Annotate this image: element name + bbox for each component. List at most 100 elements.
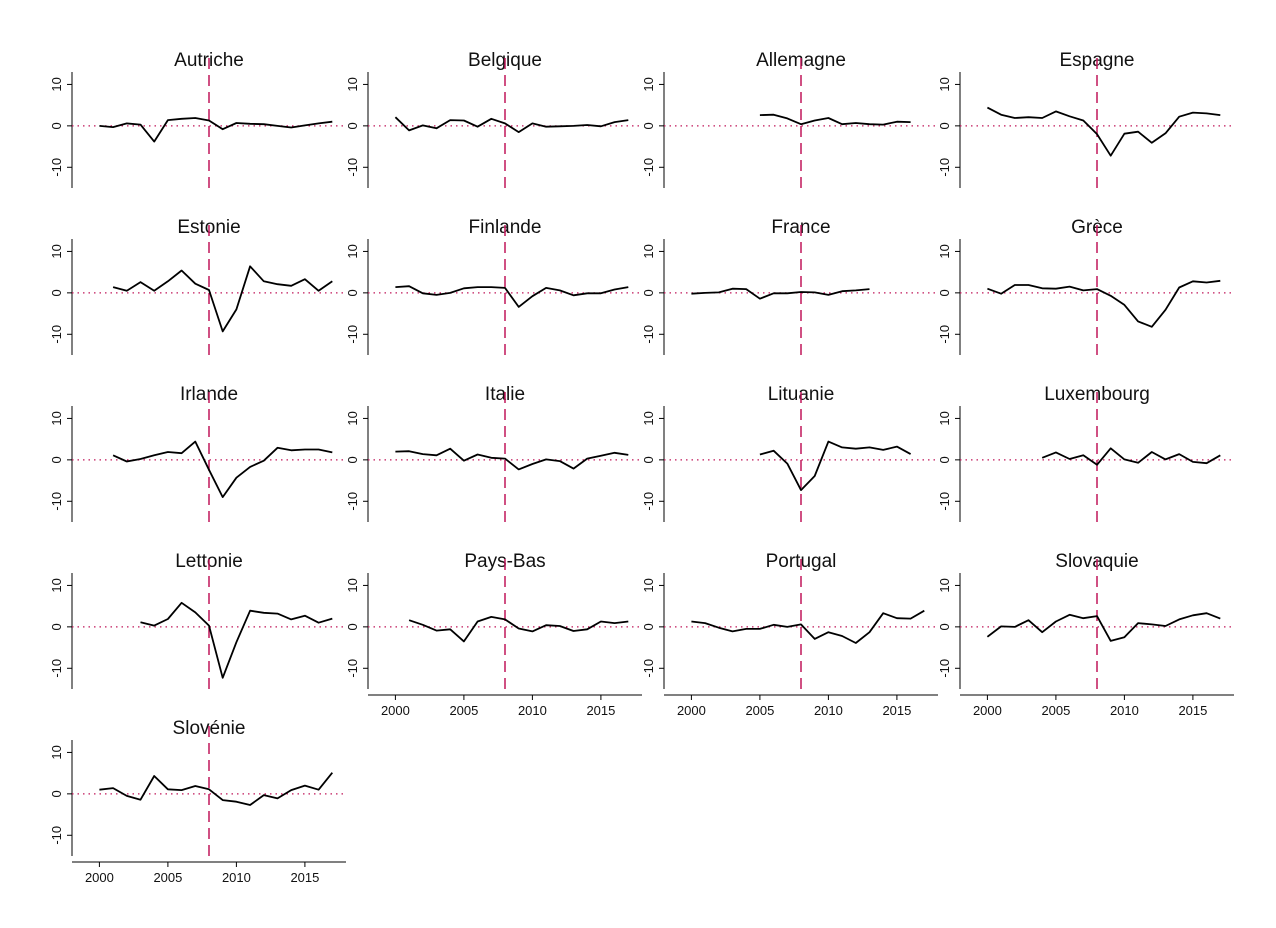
series-line bbox=[99, 772, 334, 806]
y-tick-label: 10 bbox=[49, 411, 64, 425]
y-tick-label: 10 bbox=[49, 745, 64, 759]
y-tick-label: 0 bbox=[49, 623, 64, 630]
series-line bbox=[99, 117, 333, 143]
y-tick-label: -10 bbox=[937, 492, 952, 511]
y-tick-label: 10 bbox=[49, 244, 64, 258]
y-tick-label: 0 bbox=[49, 456, 64, 463]
y-tick-label: -10 bbox=[937, 325, 952, 344]
y-tick-label: -10 bbox=[641, 158, 656, 177]
y-tick-label: -10 bbox=[641, 325, 656, 344]
x-tick-label: 2015 bbox=[1178, 703, 1207, 718]
y-tick-label: 0 bbox=[345, 456, 360, 463]
x-tick-label: 2000 bbox=[381, 703, 410, 718]
y-tick-label: 10 bbox=[49, 578, 64, 592]
x-tick-label: 2005 bbox=[153, 870, 182, 885]
y-tick-label: -10 bbox=[345, 659, 360, 678]
series-line bbox=[1041, 447, 1221, 466]
series-line bbox=[986, 106, 1221, 157]
y-tick-label: 0 bbox=[49, 790, 64, 797]
series-line bbox=[408, 616, 629, 643]
y-tick-label: 0 bbox=[49, 122, 64, 129]
y-tick-label: 0 bbox=[937, 289, 952, 296]
y-tick-label: 10 bbox=[345, 411, 360, 425]
y-tick-label: 0 bbox=[641, 456, 656, 463]
y-tick-label: -10 bbox=[49, 659, 64, 678]
y-tick-label: 0 bbox=[345, 122, 360, 129]
y-tick-label: -10 bbox=[49, 492, 64, 511]
y-tick-label: 0 bbox=[641, 623, 656, 630]
x-tick-label: 2010 bbox=[222, 870, 251, 885]
y-tick-label: 10 bbox=[641, 244, 656, 258]
y-tick-label: 0 bbox=[937, 456, 952, 463]
series-line bbox=[395, 447, 629, 471]
y-tick-label: 10 bbox=[345, 77, 360, 91]
x-tick-label: 2010 bbox=[518, 703, 547, 718]
series-line bbox=[759, 440, 912, 492]
y-tick-label: 0 bbox=[937, 122, 952, 129]
series-line bbox=[691, 609, 925, 644]
series-line bbox=[394, 116, 629, 134]
y-tick-label: 10 bbox=[345, 244, 360, 258]
series-line bbox=[395, 285, 629, 308]
x-tick-label: 2015 bbox=[882, 703, 911, 718]
y-tick-label: -10 bbox=[49, 826, 64, 845]
series-line bbox=[112, 440, 333, 499]
series-line bbox=[140, 601, 333, 679]
x-tick-label: 2000 bbox=[85, 870, 114, 885]
series-line bbox=[986, 612, 1221, 642]
y-tick-label: -10 bbox=[641, 659, 656, 678]
y-tick-label: -10 bbox=[49, 325, 64, 344]
y-tick-label: 10 bbox=[641, 411, 656, 425]
x-tick-label: 2000 bbox=[677, 703, 706, 718]
y-tick-label: -10 bbox=[937, 158, 952, 177]
y-tick-label: 0 bbox=[345, 623, 360, 630]
y-tick-label: -10 bbox=[641, 492, 656, 511]
y-tick-label: 0 bbox=[937, 623, 952, 630]
x-tick-label: 2005 bbox=[449, 703, 478, 718]
y-tick-label: 0 bbox=[345, 289, 360, 296]
y-tick-label: 0 bbox=[641, 289, 656, 296]
series-line bbox=[987, 279, 1221, 328]
x-tick-label: 2010 bbox=[814, 703, 843, 718]
y-tick-label: 10 bbox=[641, 578, 656, 592]
x-tick-label: 2000 bbox=[973, 703, 1002, 718]
series-line bbox=[759, 113, 911, 126]
y-tick-label: 10 bbox=[937, 411, 952, 425]
x-tick-label: 2015 bbox=[290, 870, 319, 885]
x-tick-label: 2010 bbox=[1110, 703, 1139, 718]
y-tick-label: 10 bbox=[937, 244, 952, 258]
y-tick-label: 10 bbox=[345, 578, 360, 592]
x-tick-label: 2005 bbox=[1041, 703, 1070, 718]
y-tick-label: 10 bbox=[641, 77, 656, 91]
y-tick-label: 0 bbox=[49, 289, 64, 296]
y-tick-label: -10 bbox=[937, 659, 952, 678]
y-tick-label: 0 bbox=[641, 122, 656, 129]
series-line bbox=[112, 265, 333, 333]
y-tick-label: -10 bbox=[345, 492, 360, 511]
y-tick-label: -10 bbox=[345, 158, 360, 177]
series-line bbox=[691, 287, 870, 300]
y-tick-label: 10 bbox=[49, 77, 64, 91]
y-tick-label: -10 bbox=[49, 158, 64, 177]
x-tick-label: 2005 bbox=[745, 703, 774, 718]
y-tick-label: 10 bbox=[937, 77, 952, 91]
y-tick-label: 10 bbox=[937, 578, 952, 592]
